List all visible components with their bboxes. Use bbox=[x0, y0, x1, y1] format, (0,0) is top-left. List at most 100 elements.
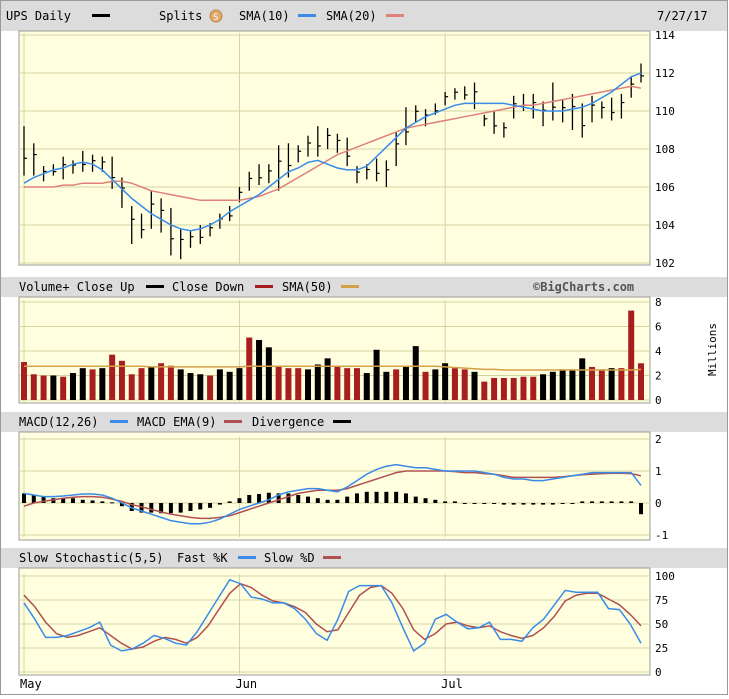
close-down-swatch bbox=[255, 285, 273, 288]
divergence-bar bbox=[208, 503, 213, 508]
divergence-bar bbox=[443, 501, 448, 503]
divergence-bar bbox=[560, 503, 565, 504]
volume-bar bbox=[363, 373, 370, 400]
divergence-bar bbox=[217, 503, 222, 505]
divergence-bar bbox=[433, 499, 438, 503]
stoch-grid bbox=[19, 574, 650, 674]
divergence-bar bbox=[452, 501, 457, 503]
macd-tick-label: -1 bbox=[655, 529, 668, 542]
volume-bar bbox=[60, 376, 67, 400]
volume-bar bbox=[216, 369, 223, 400]
price-tick-label: 114 bbox=[655, 29, 675, 42]
divergence-bar bbox=[550, 503, 555, 505]
volume-bar bbox=[549, 371, 556, 400]
volume-bar bbox=[128, 374, 135, 400]
stochastic-panel: Slow Stochastic(5,5) Fast %K Slow %D 0 25… bbox=[1, 548, 727, 679]
divergence-bar bbox=[296, 495, 301, 503]
divergence-bar bbox=[139, 503, 144, 513]
volume-bar bbox=[246, 337, 253, 400]
sma10-legend-label: SMA(10) bbox=[239, 9, 290, 23]
divergence-bar bbox=[266, 492, 271, 503]
volume-bar bbox=[520, 376, 527, 400]
volume-bar bbox=[451, 368, 458, 400]
divergence-swatch bbox=[333, 420, 351, 423]
stoch-y-axis: 0 25 50 75 100 bbox=[655, 570, 675, 679]
volume-bar bbox=[569, 369, 576, 400]
divergence-bar bbox=[168, 503, 173, 514]
volume-bar bbox=[530, 376, 537, 400]
sma10-line bbox=[23, 72, 642, 232]
volume-bar bbox=[579, 358, 586, 400]
stoch-tick-label: 25 bbox=[655, 642, 668, 655]
divergence-bar bbox=[178, 503, 183, 513]
volume-bar bbox=[638, 363, 644, 400]
divergence-bar bbox=[70, 498, 75, 503]
volume-bar bbox=[608, 368, 615, 400]
volume-bar bbox=[275, 366, 282, 400]
volume-bar bbox=[50, 375, 57, 400]
volume-unit-label: Millions bbox=[706, 323, 719, 376]
volume-bar bbox=[109, 354, 116, 400]
volume-bar bbox=[236, 368, 243, 400]
volume-bar bbox=[285, 368, 292, 400]
divergence-bar bbox=[315, 498, 320, 503]
macd-line bbox=[23, 463, 642, 525]
volume-bar bbox=[40, 375, 47, 400]
volume-bar bbox=[510, 377, 517, 400]
volume-bar bbox=[334, 366, 341, 400]
volume-bar bbox=[559, 369, 566, 400]
divergence-bar bbox=[629, 501, 634, 503]
divergence-bar bbox=[31, 495, 36, 503]
volume-bar bbox=[383, 371, 390, 400]
volume-tick-label: 2 bbox=[655, 370, 662, 383]
price-header-bg bbox=[1, 1, 727, 31]
divergence-bar bbox=[580, 501, 585, 503]
volume-tick-label: 0 bbox=[655, 394, 662, 407]
sma20-legend-label: SMA(20) bbox=[326, 9, 377, 23]
volume-bar bbox=[148, 366, 155, 400]
sma50-swatch bbox=[341, 285, 359, 288]
sma20-legend-swatch bbox=[386, 14, 404, 17]
close-down-label: Close Down bbox=[172, 280, 244, 294]
divergence-bar bbox=[413, 496, 418, 503]
volume-bar bbox=[373, 349, 380, 400]
volume-bar bbox=[265, 347, 272, 400]
divergence-bar bbox=[570, 503, 575, 504]
volume-panel: Volume+ Close Up Close Down SMA(50) ©Big… bbox=[1, 277, 727, 407]
sma50-line bbox=[24, 365, 642, 371]
volume-bar bbox=[99, 368, 106, 400]
volume-bar bbox=[589, 366, 596, 400]
volume-bar bbox=[187, 373, 194, 400]
volume-y-axis: 0 2 4 6 8 bbox=[655, 296, 662, 407]
volume-bar bbox=[598, 369, 605, 400]
divergence-bar bbox=[227, 501, 232, 503]
price-tick-label: 106 bbox=[655, 181, 675, 194]
divergence-bar bbox=[22, 493, 26, 503]
volume-bar bbox=[89, 369, 96, 400]
volume-bar bbox=[138, 368, 145, 400]
divergence-bar bbox=[247, 495, 252, 503]
divergence-bar bbox=[325, 499, 330, 503]
macd-panel: MACD(12,26) MACD EMA(9) Divergence -1 0 1 2 bbox=[1, 412, 727, 542]
slow-d-label: Slow %D bbox=[264, 551, 315, 565]
divergence-bar bbox=[198, 503, 203, 510]
divergence-bar bbox=[492, 503, 497, 504]
stoch-tick-label: 100 bbox=[655, 570, 675, 583]
volume-bar bbox=[461, 369, 468, 400]
divergence-bar bbox=[599, 501, 604, 503]
divergence-bar bbox=[521, 503, 526, 505]
divergence-bar bbox=[90, 500, 95, 503]
bigcharts-brand: ©BigCharts.com bbox=[533, 280, 634, 294]
divergence-bar bbox=[61, 498, 66, 503]
divergence-bar bbox=[51, 498, 56, 503]
divergence-bar bbox=[335, 499, 340, 503]
fast-k-line bbox=[23, 578, 642, 653]
divergence-bar bbox=[403, 493, 408, 503]
volume-bar bbox=[79, 368, 86, 400]
volume-bar bbox=[353, 368, 360, 400]
volume-bar bbox=[295, 368, 302, 400]
divergence-bar bbox=[345, 496, 350, 503]
volume-bar bbox=[118, 360, 125, 400]
volume-bar bbox=[314, 364, 321, 400]
